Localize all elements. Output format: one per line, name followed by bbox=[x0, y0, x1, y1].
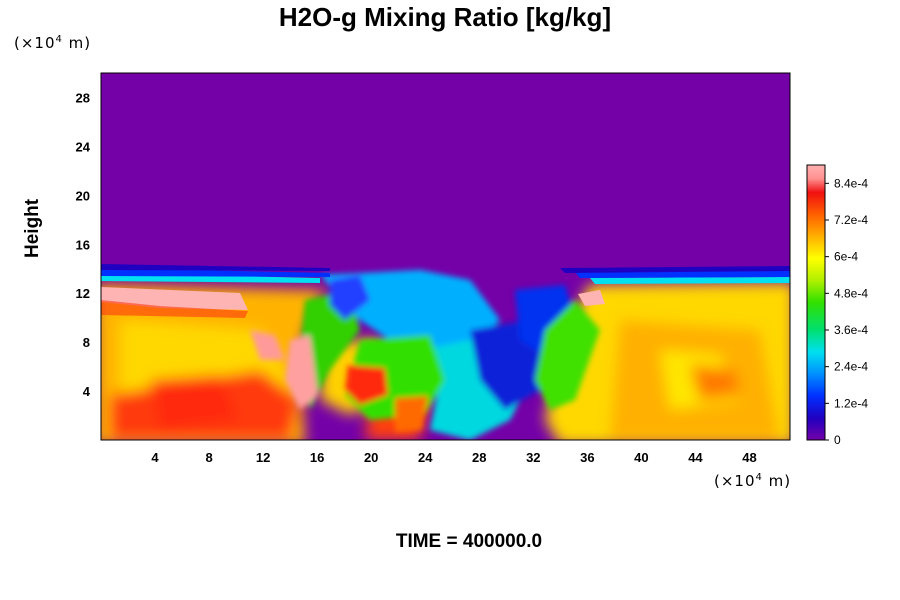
x-tick-label: 40 bbox=[634, 450, 648, 465]
colorbar-tick-label: 1.2e-4 bbox=[834, 396, 868, 410]
colorbar-tick-label: 6e-4 bbox=[834, 250, 858, 264]
colorbar-tick-label: 0 bbox=[834, 433, 841, 447]
y-tick-label: 28 bbox=[76, 90, 90, 105]
chart-title: H2O-g Mixing Ratio [kg/kg] bbox=[278, 2, 612, 32]
x-axis-unit: (×104 m) bbox=[714, 472, 792, 490]
plot-frame bbox=[100, 72, 791, 441]
y-axis-unit: (×104 m) bbox=[14, 34, 92, 52]
y-tick-label: 16 bbox=[76, 237, 90, 252]
y-axis: 4 8 12 16 20 24 28 bbox=[76, 90, 91, 399]
x-tick-label: 4 bbox=[151, 450, 159, 465]
x-axis: 4 8 12 16 20 24 28 32 36 40 44 48 bbox=[151, 450, 756, 465]
x-tick-label: 32 bbox=[526, 450, 540, 465]
x-tick-label: 20 bbox=[364, 450, 378, 465]
colorbar-ticks: 0 1.2e-4 2.4e-4 3.6e-4 4.8e-4 6e-4 7.2e-4 8.4e-… bbox=[825, 176, 868, 447]
colorbar-tick-label: 7.2e-4 bbox=[834, 213, 868, 227]
x-tick-label: 36 bbox=[580, 450, 594, 465]
x-tick-label: 28 bbox=[472, 450, 486, 465]
x-tick-label: 48 bbox=[742, 450, 756, 465]
colorbar-tick-label: 3.6e-4 bbox=[834, 323, 868, 337]
colorbar-tick-label: 2.4e-4 bbox=[834, 360, 868, 374]
moist-layer bbox=[101, 282, 790, 440]
x-tick-label: 24 bbox=[418, 450, 433, 465]
mixing-ratio-field bbox=[101, 73, 790, 440]
y-tick-label: 20 bbox=[76, 188, 90, 203]
x-tick-label: 12 bbox=[256, 450, 270, 465]
y-tick-label: 24 bbox=[76, 139, 91, 154]
moist-layer-top bbox=[101, 264, 790, 318]
colorbar-tick-label: 4.8e-4 bbox=[834, 286, 868, 300]
colorbar bbox=[806, 164, 826, 441]
time-annotation: TIME = 400000.0 bbox=[395, 531, 543, 552]
x-tick-label: 44 bbox=[688, 450, 703, 465]
x-tick-label: 16 bbox=[310, 450, 324, 465]
x-tick-label: 8 bbox=[205, 450, 212, 465]
y-tick-label: 8 bbox=[83, 335, 90, 350]
mixed-region bbox=[250, 270, 600, 440]
y-tick-label: 12 bbox=[76, 286, 90, 301]
y-tick-label: 4 bbox=[83, 384, 91, 399]
colorbar-tick-label: 8.4e-4 bbox=[834, 176, 868, 190]
